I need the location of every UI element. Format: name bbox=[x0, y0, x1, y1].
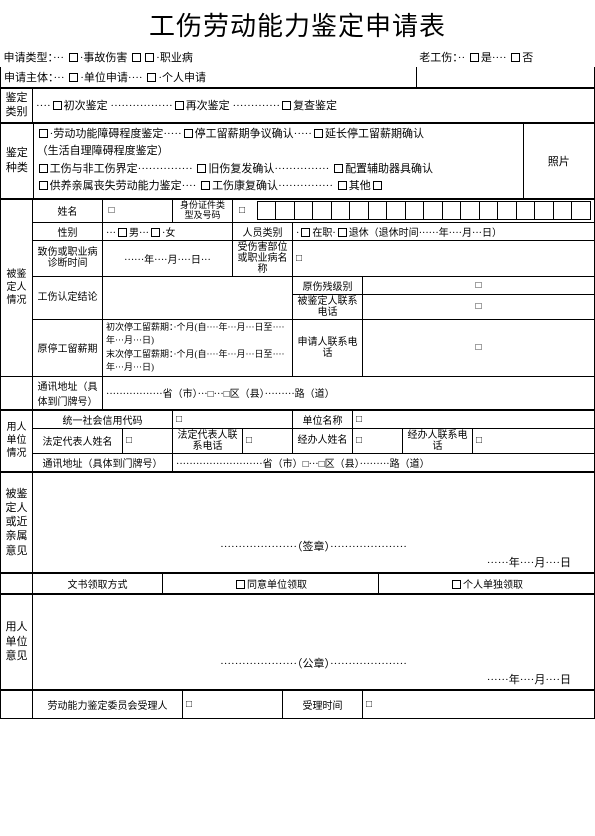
person-apply-checkbox[interactable] bbox=[147, 73, 156, 82]
apply-type-label: 申请类型： bbox=[4, 52, 54, 64]
page-title: 工伤劳动能力鉴定申请表 bbox=[0, 0, 595, 47]
kind-a1-checkbox[interactable] bbox=[39, 129, 48, 138]
accident-text: 事故伤害 bbox=[83, 52, 127, 64]
sex-label: 性别 bbox=[33, 222, 103, 240]
opinion1-label: 被鉴定人或近亲属意见 bbox=[1, 472, 33, 572]
person-apply-text: 个人申请 bbox=[162, 72, 206, 84]
id-field[interactable]: □ bbox=[233, 199, 595, 222]
inj-dept-label: 受伤害部位或职业病名称 bbox=[233, 240, 293, 276]
orig-level-field[interactable]: □ bbox=[363, 276, 595, 294]
opinion2-label: 用人单位意见 bbox=[1, 594, 33, 689]
uscc-field[interactable]: □ bbox=[173, 410, 293, 428]
employer-addr-label: 通讯地址（具体到门牌号） bbox=[33, 453, 173, 471]
handler-tel-field[interactable]: □ bbox=[473, 428, 595, 453]
kind-a1b-text: （生活自理障碍程度鉴定） bbox=[37, 145, 169, 157]
pickup-unit[interactable]: 同意单位领取 bbox=[163, 573, 379, 593]
conclude-field[interactable] bbox=[103, 276, 293, 319]
old-yes-text: 是 bbox=[481, 52, 492, 64]
accident-checkbox[interactable] bbox=[69, 53, 78, 62]
unit-apply-text: 单位申请 bbox=[84, 72, 128, 84]
name-field[interactable]: □ bbox=[103, 199, 173, 222]
kind-b2-text: 旧伤复发确认 bbox=[208, 163, 274, 175]
orig-level-label: 原伤残级别 bbox=[293, 276, 363, 294]
review-checkbox[interactable] bbox=[282, 101, 291, 110]
initial-text: 初次鉴定 bbox=[64, 100, 108, 112]
employer-label: 用人单位情况 bbox=[1, 410, 33, 471]
employer-addr-field[interactable]: ··························省（市）□···□区（县）·… bbox=[173, 453, 595, 471]
old-no-checkbox[interactable] bbox=[511, 53, 520, 62]
opinion1-field[interactable]: ·····················（签章）···············… bbox=[33, 472, 595, 572]
kind-b1-text: 工伤与非工伤界定 bbox=[50, 163, 138, 175]
conclude-label: 工伤认定结论 bbox=[33, 276, 103, 319]
legal-name-field[interactable]: □ bbox=[123, 428, 173, 453]
inj-dept-field[interactable]: □ bbox=[293, 240, 595, 276]
again-text: 再次鉴定 bbox=[186, 100, 230, 112]
initial-checkbox[interactable] bbox=[53, 101, 62, 110]
old-no-text: 否 bbox=[522, 52, 533, 64]
kind-b3-checkbox[interactable] bbox=[334, 164, 343, 173]
unit-name-field[interactable]: □ bbox=[353, 410, 595, 428]
handler-name-field[interactable]: □ bbox=[353, 428, 403, 453]
category-label: 鉴定类别 bbox=[1, 89, 33, 123]
diag-time-label: 致伤或职业病诊断时间 bbox=[33, 240, 103, 276]
person-tel-field[interactable]: □ bbox=[363, 294, 595, 319]
pickup-person[interactable]: 个人单独领取 bbox=[379, 573, 595, 593]
review-text: 复查鉴定 bbox=[293, 100, 337, 112]
ptype-label: 人员类别 bbox=[233, 222, 293, 240]
sex-field[interactable]: ···男····女 bbox=[103, 222, 233, 240]
stay-field[interactable]: 初次停工留薪期：·个月(自····年···月···日至····年···月···日… bbox=[103, 319, 293, 376]
person-tel-label: 被鉴定人联系电话 bbox=[293, 294, 363, 319]
legal-tel-label: 法定代表人联系电话 bbox=[173, 428, 243, 453]
footer-handler-label: 劳动能力鉴定委员会受理人 bbox=[33, 690, 183, 718]
legal-name-label: 法定代表人姓名 bbox=[33, 428, 123, 453]
kind-c3-text: 其他 bbox=[349, 180, 371, 192]
kind-a1-text: 劳动功能障碍程度鉴定·····停工留薪期争议确认·····延长停工留薪期确认 bbox=[53, 128, 424, 140]
kind-b1-checkbox[interactable] bbox=[39, 164, 48, 173]
unit-apply-checkbox[interactable] bbox=[69, 73, 78, 82]
disease-checkbox[interactable] bbox=[145, 53, 154, 62]
opinion2-field[interactable]: ·····················（公章）···············… bbox=[33, 594, 595, 689]
id-label: 身份证件类型及号码 bbox=[173, 199, 233, 222]
stay-label: 原停工留薪期 bbox=[33, 319, 103, 376]
kind-c1-text: 供养亲属丧失劳动能力鉴定 bbox=[50, 180, 182, 192]
applicant-tel-field[interactable]: □ bbox=[363, 319, 595, 376]
kind-b3-text: 配置辅助器具确认 bbox=[345, 163, 433, 175]
blank-checkbox[interactable] bbox=[132, 53, 141, 62]
old-injury-label: 老工伤： bbox=[419, 52, 458, 64]
kind-c1-checkbox[interactable] bbox=[39, 181, 48, 190]
name-label: 姓名 bbox=[33, 199, 103, 222]
footer-accept-label: 受理时间 bbox=[283, 690, 363, 718]
person-label: 被鉴定人情况 bbox=[1, 199, 33, 376]
kind-c2-checkbox[interactable] bbox=[201, 181, 210, 190]
pickup-label: 文书领取方式 bbox=[33, 573, 163, 593]
ptype-field[interactable]: ·在职·退休（退休时间······年····月···日） bbox=[293, 222, 595, 240]
handler-name-label: 经办人姓名 bbox=[293, 428, 353, 453]
old-yes-checkbox[interactable] bbox=[470, 53, 479, 62]
again-checkbox[interactable] bbox=[175, 101, 184, 110]
person-addr-field[interactable]: ·················省（市）···□···□区（县）·······… bbox=[103, 376, 595, 409]
diag-time-field[interactable]: ······年····月····日··· bbox=[103, 240, 233, 276]
apply-subject-label: 申请主体： bbox=[4, 72, 54, 84]
photo-cell: 照片 bbox=[523, 123, 594, 198]
kind-c3-checkbox[interactable] bbox=[338, 181, 347, 190]
unit-name-label: 单位名称 bbox=[293, 410, 353, 428]
uscc-label: 统一社会信用代码 bbox=[33, 410, 173, 428]
applicant-tel-label: 申请人联系电话 bbox=[293, 319, 363, 376]
person-addr-label: 通讯地址（具体到门牌号） bbox=[33, 376, 103, 409]
disease-text: 职业病 bbox=[160, 52, 193, 64]
footer-handler-field[interactable]: □ bbox=[183, 690, 283, 718]
handler-tel-label: 经办人联系电话 bbox=[403, 428, 473, 453]
legal-tel-field[interactable]: □ bbox=[243, 428, 293, 453]
footer-accept-field[interactable]: □ bbox=[363, 690, 595, 718]
kind-b2-checkbox[interactable] bbox=[197, 164, 206, 173]
kind-c2-text: 工伤康复确认 bbox=[212, 180, 278, 192]
kind-label: 鉴定种类 bbox=[1, 123, 34, 198]
